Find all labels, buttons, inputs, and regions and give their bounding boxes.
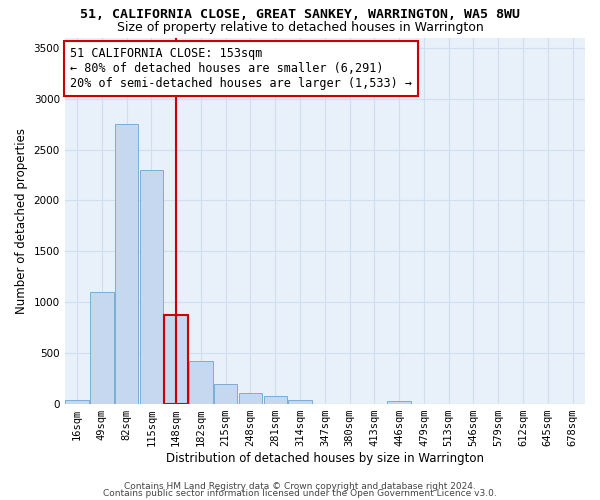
Bar — [65, 400, 89, 404]
Text: Contains HM Land Registry data © Crown copyright and database right 2024.: Contains HM Land Registry data © Crown c… — [124, 482, 476, 491]
Bar — [288, 400, 312, 404]
Bar — [388, 401, 411, 404]
Bar — [214, 384, 238, 404]
X-axis label: Distribution of detached houses by size in Warrington: Distribution of detached houses by size … — [166, 452, 484, 465]
Bar — [164, 316, 188, 404]
Bar — [90, 292, 113, 404]
Text: 51, CALIFORNIA CLOSE, GREAT SANKEY, WARRINGTON, WA5 8WU: 51, CALIFORNIA CLOSE, GREAT SANKEY, WARR… — [80, 8, 520, 20]
Text: 51 CALIFORNIA CLOSE: 153sqm
← 80% of detached houses are smaller (6,291)
20% of : 51 CALIFORNIA CLOSE: 153sqm ← 80% of det… — [70, 46, 412, 90]
Bar — [189, 362, 213, 404]
Text: Contains public sector information licensed under the Open Government Licence v3: Contains public sector information licen… — [103, 490, 497, 498]
Text: Size of property relative to detached houses in Warrington: Size of property relative to detached ho… — [116, 21, 484, 34]
Bar — [140, 170, 163, 404]
Bar — [239, 393, 262, 404]
Y-axis label: Number of detached properties: Number of detached properties — [15, 128, 28, 314]
Bar — [115, 124, 139, 404]
Bar — [263, 396, 287, 404]
